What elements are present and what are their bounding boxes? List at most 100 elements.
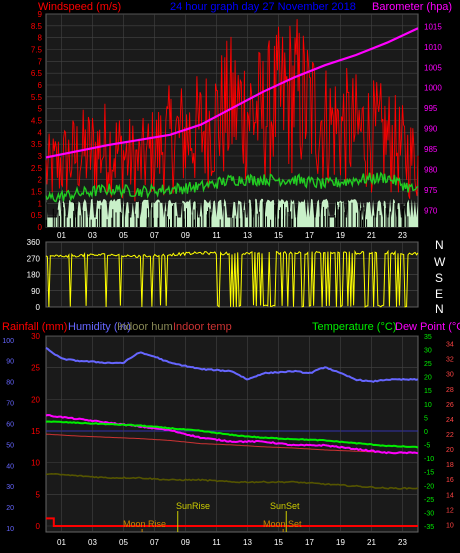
temp-x-tick-label: 13 <box>243 538 252 547</box>
wind-x-tick-label: 17 <box>305 231 314 240</box>
wind-y-tick-label: 1.5 <box>31 188 43 197</box>
temperature-y-tick-label: -30 <box>424 510 434 517</box>
temperature-y-tick-label: -35 <box>424 524 434 531</box>
wind-y-tick-label: 9 <box>38 10 43 19</box>
wind-y-tick-label: 3.5 <box>31 140 43 149</box>
temperature-y-tick-label: 30 <box>424 347 432 354</box>
dew-point-line <box>45 413 419 455</box>
wind-y-tick-label: 1 <box>38 199 43 208</box>
dew-point-y-tick-label: 12 <box>446 507 454 514</box>
wind-x-tick-label: 01 <box>57 231 66 240</box>
dew-point-y-tick-label: 16 <box>446 477 454 484</box>
humidity-axis-title: Humidity (%) <box>68 321 131 333</box>
direction-y-tick-labels: 0 90 180 270 360 <box>27 238 41 312</box>
dew-point-axis-title: Dew Point (°C) <box>395 321 460 333</box>
dew-point-y-tick-label: 22 <box>446 432 454 439</box>
wind-y-tick-label: 3 <box>38 152 43 161</box>
temperature-y-tick-label: -20 <box>424 483 434 490</box>
humidity-y-tick-label: 100 <box>2 338 14 345</box>
temperature-y-tick-label: 25 <box>424 361 432 368</box>
temp-x-tick-label: 23 <box>398 538 407 547</box>
wind-x-tick-label: 11 <box>212 231 221 240</box>
indoor-hum-axis-title: Indoor hum <box>117 321 173 333</box>
dew-point-y-tick-label: 18 <box>446 462 454 469</box>
wind-average-line <box>45 171 419 203</box>
indoor-humidity-line <box>45 472 419 490</box>
wind-x-tick-label: 19 <box>336 231 345 240</box>
compass-labels: N W S E N <box>434 238 446 316</box>
wind-y-tick-label: 0 <box>38 223 43 232</box>
barometer-y-tick-label: 1000 <box>424 84 442 93</box>
barometer-y-tick-label: 1015 <box>424 22 442 31</box>
dew-point-y-tick-label: 30 <box>446 372 454 379</box>
humidity-y-tick-label: 90 <box>6 359 14 366</box>
temp-x-tick-label: 19 <box>336 538 345 547</box>
chart-title: 24 hour graph day 27 November 2018 <box>170 1 356 13</box>
barometer-y-tick-label: 970 <box>424 207 438 216</box>
windspeed-axis-title: Windspeed (m/s) <box>38 1 121 13</box>
compass-n-bottom: N <box>435 302 444 316</box>
wind-direction-line <box>45 249 419 308</box>
barometer-y-tick-label: 985 <box>424 145 438 154</box>
wind-y-tick-label: 0.5 <box>31 211 43 220</box>
temp-x-tick-label: 11 <box>212 538 221 547</box>
humidity-y-tick-label: 40 <box>6 463 14 470</box>
temp-x-tick-label: 21 <box>367 538 376 547</box>
temperature-line <box>45 420 419 449</box>
direction-y-tick-label: 180 <box>27 271 41 280</box>
humidity-line <box>45 346 419 383</box>
wind-y-tick-label: 7.5 <box>31 46 43 55</box>
dew-point-y-tick-label: 34 <box>446 342 454 349</box>
dew-point-y-tick-label: 24 <box>446 417 454 424</box>
wind-x-tick-label: 09 <box>181 231 190 240</box>
barometer-y-tick-label: 1010 <box>424 43 442 52</box>
rainfall-line <box>46 517 418 527</box>
temperature-y-tick-label: -10 <box>424 456 434 463</box>
temperature-y-tick-label: -25 <box>424 497 434 504</box>
wind-y-tick-label: 5.5 <box>31 93 43 102</box>
humidity-y-tick-label: 10 <box>6 526 14 533</box>
direction-y-tick-label: 90 <box>31 287 40 296</box>
direction-y-tick-label: 360 <box>27 238 41 247</box>
wind-y-tick-labels: 0 0.5 1 1.5 2 2.5 3 3.5 4 4.5 5 5.5 6 6.5 7 7.5 8 8.5 9 <box>31 10 43 232</box>
wind-x-tick-label: 13 <box>243 231 252 240</box>
temperature-y-tick-label: 15 <box>424 388 432 395</box>
temperature-axis-title: Temperature (°C) <box>312 321 396 333</box>
wind-x-tick-labels: 01 03 05 07 09 11 13 15 17 19 21 23 <box>57 231 407 240</box>
temperature-y-tick-label: 5 <box>424 415 428 422</box>
rain-y-tick-label: 0 <box>36 522 41 531</box>
barometer-y-tick-label: 995 <box>424 104 438 113</box>
direction-y-tick-label: 270 <box>27 254 41 263</box>
wind-x-tick-label: 03 <box>88 231 97 240</box>
temp-x-tick-label: 07 <box>150 538 159 547</box>
dew-point-y-tick-label: 20 <box>446 447 454 454</box>
temp-x-tick-label: 17 <box>305 538 314 547</box>
direction-panel-series <box>45 249 419 308</box>
temp-panel-series <box>45 346 419 532</box>
compass-e: E <box>435 287 443 301</box>
dew-point-y-tick-label: 10 <box>446 522 454 529</box>
rain-y-tick-label: 10 <box>31 459 40 468</box>
barometer-line <box>45 27 419 159</box>
temp-panel-tick-labels: 051015202530102030405060708090100-35-30-… <box>2 332 454 533</box>
dew-point-y-tick-label: 32 <box>446 357 454 364</box>
wind-x-tick-label: 15 <box>274 231 283 240</box>
rain-y-tick-label: 15 <box>31 427 40 436</box>
humidity-y-tick-label: 80 <box>6 380 14 387</box>
wind-x-tick-label: 07 <box>150 231 159 240</box>
compass-w: W <box>434 255 446 269</box>
sunrise-label: SunRise <box>176 501 210 511</box>
wind-y-tick-label: 6 <box>38 81 43 90</box>
barometer-y-tick-label: 980 <box>424 166 438 175</box>
dew-point-y-tick-label: 28 <box>446 387 454 394</box>
humidity-y-tick-label: 60 <box>6 421 14 428</box>
humidity-y-tick-label: 20 <box>6 505 14 512</box>
wind-y-tick-label: 6.5 <box>31 69 43 78</box>
barometer-y-tick-label: 1005 <box>424 63 442 72</box>
wind-y-tick-label: 4 <box>38 128 43 137</box>
sunset-label: SunSet <box>270 501 300 511</box>
wind-gust-line <box>45 19 419 202</box>
wind-x-tick-label: 21 <box>367 231 376 240</box>
dew-point-y-tick-label: 14 <box>446 492 454 499</box>
moonset-label: Moon Set <box>263 519 302 529</box>
